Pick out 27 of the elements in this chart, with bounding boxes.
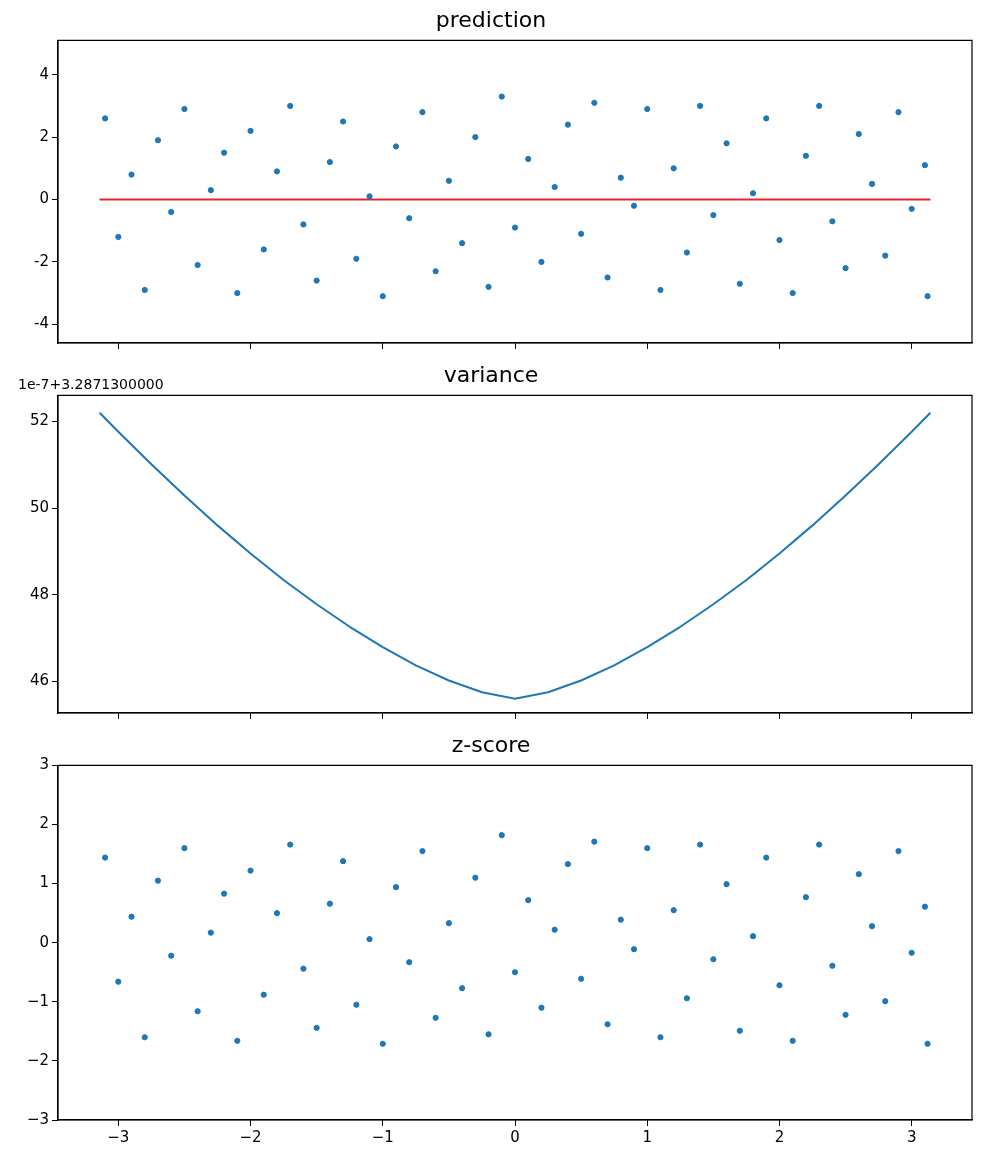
y-tick-label: -4 (34, 314, 49, 333)
y-tick-label: 3 (39, 755, 49, 774)
y-tick-label: 50 (29, 497, 49, 516)
y-tick-label: −1 (26, 991, 49, 1010)
x-tick-label: 0 (510, 1127, 520, 1146)
chart-title: variance (443, 361, 539, 387)
y-tick-label: 2 (39, 814, 49, 833)
x-tick-label: −1 (371, 1127, 394, 1146)
x-tick-label: 1 (642, 1127, 653, 1146)
y-tick-label: 52 (29, 411, 49, 430)
y-tick-label: 48 (29, 584, 49, 603)
chart-title: prediction (435, 6, 547, 32)
x-tick-label: 2 (774, 1127, 785, 1146)
chart-title: z-score (451, 731, 531, 757)
x-tick-label: −3 (107, 1127, 130, 1146)
x-tick-label: −2 (239, 1127, 262, 1146)
y-tick-label: 0 (39, 189, 49, 208)
y-tick-label: −2 (26, 1050, 49, 1069)
y-tick-label: -2 (34, 251, 49, 270)
y-tick-label: 0 (39, 932, 49, 951)
y-tick-label: 4 (39, 64, 49, 83)
x-tick-label: 3 (906, 1127, 917, 1146)
y-tick-label: 46 (29, 671, 49, 690)
y-tick-label: 2 (39, 127, 49, 145)
y-tick-label: 1 (39, 873, 49, 892)
text: 1e-7+3.2871300000 (18, 376, 164, 393)
y-tick-label: −3 (26, 1109, 49, 1128)
